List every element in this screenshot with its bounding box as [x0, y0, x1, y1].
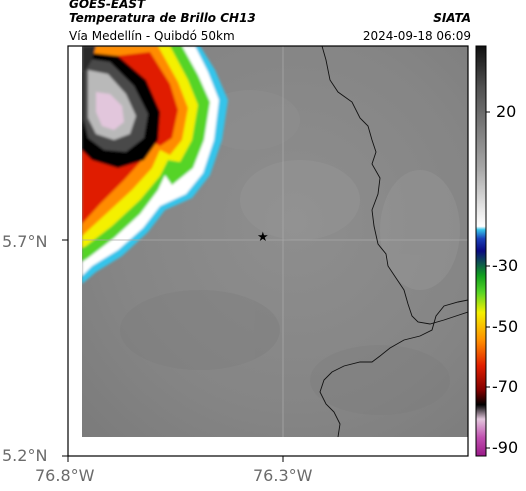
agency-label: SIATA — [433, 11, 471, 25]
lon-tick-label-1: 76.8°W — [35, 466, 95, 485]
colorbar-label-3: -50 — [492, 317, 519, 336]
product-title: Temperatura de Brillo CH13 — [69, 11, 256, 25]
plot-frame — [67, 45, 469, 457]
route-subtitle: Vía Medellín - Quibdó 50km — [69, 29, 235, 43]
satellite-title: GOES-EAST — [69, 0, 146, 11]
map-area — [82, 46, 468, 437]
lon-tick-label-2: 76.3°W — [253, 466, 313, 485]
colorbar — [476, 46, 486, 456]
department-boundary — [321, 46, 468, 325]
lat-tick-label-2: 5.2°N — [2, 446, 48, 465]
municipal-boundary — [319, 299, 468, 437]
datetime-label: 2024-09-18 06:09 — [362, 29, 471, 43]
lat-tick-label-1: 5.7°N — [2, 232, 48, 251]
colorbar-frame — [475, 45, 487, 457]
colorbar-label-5: -90 — [492, 438, 519, 457]
storm-cloud — [82, 46, 228, 284]
colorbar-label-1: 20 — [496, 102, 517, 121]
colorbar-label-4: -70 — [492, 377, 519, 396]
location-star-icon: ★ — [257, 230, 269, 245]
colorbar-label-2: -30 — [492, 256, 519, 275]
